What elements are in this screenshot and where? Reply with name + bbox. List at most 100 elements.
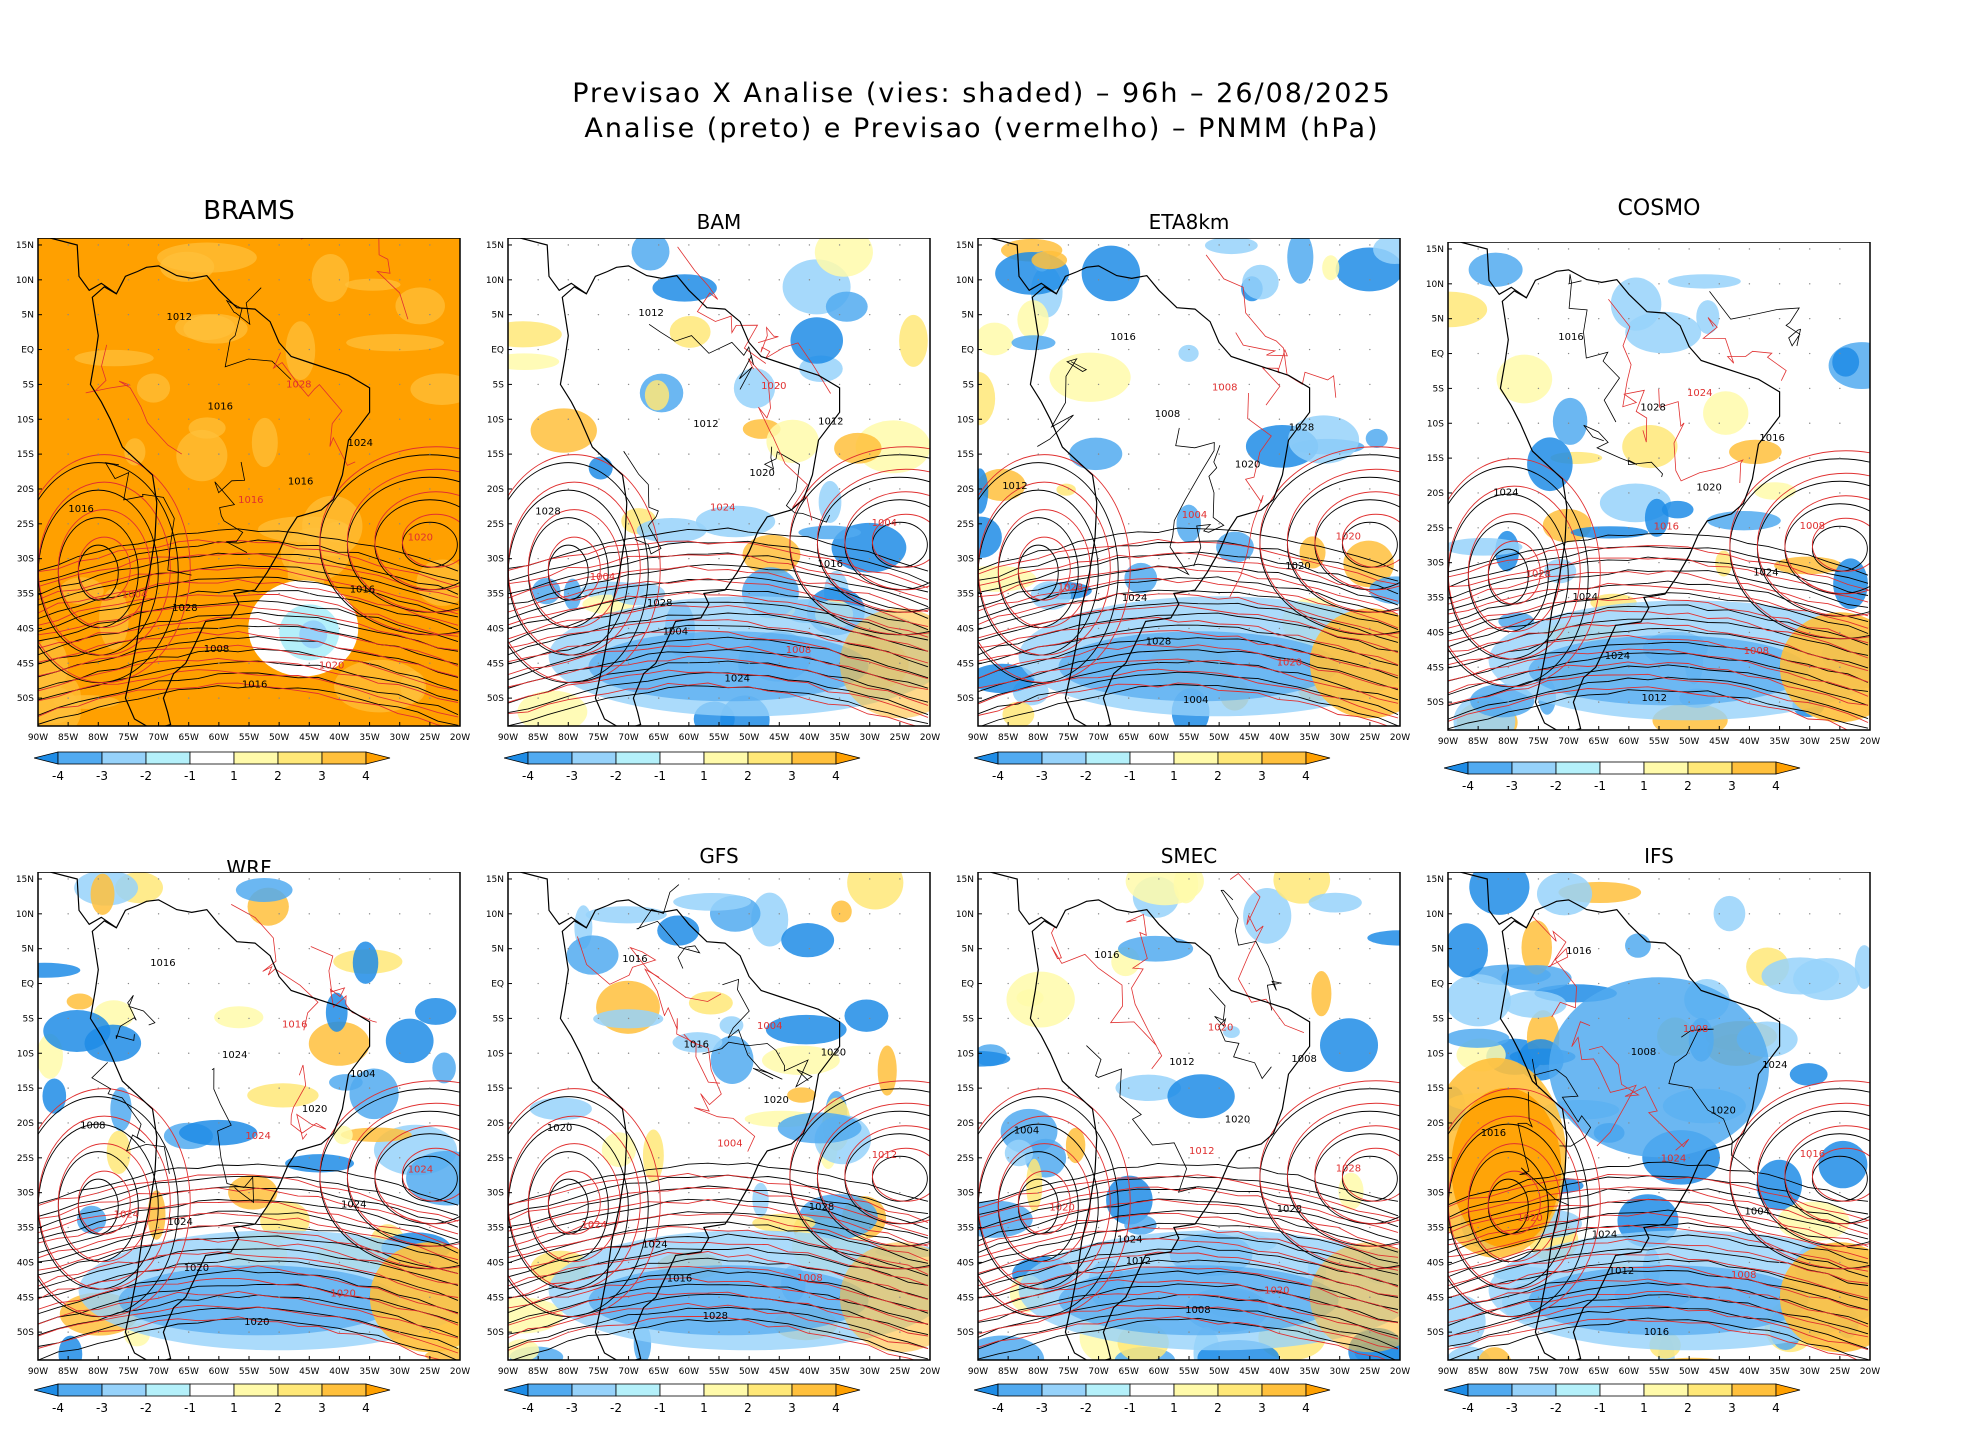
lon-tick-label: 20W: [1390, 1367, 1410, 1377]
panel-title: BRAMS: [203, 196, 295, 226]
colorbar-tick-label: 3: [318, 769, 326, 783]
colorbar-tick-label: -3: [1036, 769, 1048, 783]
lat-tick-label: 5S: [1433, 384, 1445, 394]
colorbar-tick-label: -3: [566, 1401, 578, 1415]
colorbar: -4 -3 -2 -1 1 2 3 4: [34, 1383, 391, 1415]
map-panel-wrf: 1024 1024 1020 1024 1020 1020 1008 1024 1024 1016…: [16, 872, 470, 1377]
lon-tick-label: 75W: [1058, 733, 1078, 743]
lat-tick-label: 20S: [17, 1119, 34, 1129]
isobar-label: 1024: [1687, 388, 1712, 399]
lat-tick-label: 40S: [1427, 628, 1444, 638]
lon-tick-label: 25W: [420, 733, 440, 743]
lon-tick-label: 80W: [1498, 737, 1518, 747]
isobar-label: 1020: [1235, 459, 1260, 470]
lat-tick-label: 5S: [1433, 1014, 1445, 1024]
lat-tick-label: 50S: [957, 1328, 974, 1338]
isobar-label: 1008: [204, 644, 229, 655]
isobar-label: 1008: [1744, 646, 1769, 657]
lon-tick-label: 30W: [390, 733, 410, 743]
lat-tick-label: EQ: [1431, 980, 1444, 990]
colorbar: -4 -3 -2 -1 1 2 3 4: [1444, 1383, 1801, 1415]
lon-tick-label: 70W: [148, 733, 168, 743]
lat-tick-label: 45S: [487, 1293, 504, 1303]
isobar-label: 1012: [1609, 1266, 1634, 1277]
lon-tick-label: 50W: [269, 733, 289, 743]
colorbar-tick-label: -1: [1124, 769, 1136, 783]
isobar-label: 1004: [872, 518, 897, 529]
title-line-2: Analise (preto) e Previsao (vermelho) – …: [584, 113, 1380, 144]
panel-title: BAM: [696, 210, 742, 234]
colorbar-tick-label: 2: [744, 1401, 752, 1415]
isobar-label: 1020: [1336, 532, 1361, 543]
colorbar-tick-label: 1: [230, 1401, 238, 1415]
lon-tick-label: 85W: [58, 1367, 78, 1377]
lat-tick-label: 10N: [486, 910, 504, 920]
isobar-label: 1004: [1183, 695, 1208, 706]
lon-tick-label: 20W: [1860, 1367, 1880, 1377]
lon-tick-label: 30W: [860, 1367, 880, 1377]
lon-tick-label: 45W: [769, 733, 789, 743]
isobar-label: 1020: [1277, 658, 1302, 669]
lat-tick-label: 30S: [17, 1189, 34, 1199]
colorbar: -4 -3 -2 -1 1 2 3 4: [974, 1383, 1331, 1415]
isobar-label: 1004: [1182, 510, 1207, 521]
colorbar-tick-label: 3: [1728, 779, 1736, 793]
lon-tick-label: 70W: [1558, 1367, 1578, 1377]
lat-tick-label: 15S: [487, 1084, 504, 1094]
colorbar-tick-label: 3: [1258, 769, 1266, 783]
lon-tick-label: 60W: [679, 1367, 699, 1377]
lat-tick-label: 5N: [492, 945, 504, 955]
lat-tick-label: 20S: [487, 1119, 504, 1129]
isobar-label: 1024: [1122, 593, 1147, 604]
colorbar-tick-label: -4: [992, 769, 1004, 783]
isobar-label: 1020: [1264, 1286, 1289, 1297]
lon-tick-label: 90W: [968, 1367, 988, 1377]
map-panel-eta8km: 1024 1004 1020 1020 1020 1004 1012 1028 1008 1016…: [956, 238, 1410, 743]
isobar-label: 1020: [1225, 1114, 1250, 1125]
colorbar: -4 -3 -2 -1 1 2 3 4: [504, 751, 861, 783]
isobar-label: 1012: [167, 312, 192, 323]
lat-tick-label: 15N: [16, 241, 34, 251]
lat-tick-label: 15S: [957, 1084, 974, 1094]
isobar-label: 1016: [1644, 1327, 1669, 1338]
lat-tick-label: 15N: [1426, 245, 1444, 255]
lon-tick-label: 85W: [58, 733, 78, 743]
isobar-label: 1012: [1169, 1057, 1194, 1068]
lon-tick-label: 35W: [1299, 1367, 1319, 1377]
isobar-label: 1016: [238, 495, 263, 506]
lon-tick-label: 85W: [528, 733, 548, 743]
isobar-label: 1028: [1336, 1164, 1361, 1175]
isobar-label: 1024: [710, 503, 735, 514]
lon-tick-label: 55W: [239, 1367, 259, 1377]
lon-tick-label: 25W: [1360, 733, 1380, 743]
lat-tick-label: 50S: [1427, 698, 1444, 708]
lat-tick-label: 35S: [1427, 594, 1444, 604]
lon-tick-label: 55W: [1179, 1367, 1199, 1377]
lat-tick-label: 35S: [17, 1224, 34, 1234]
isobar-label: 1020: [1208, 1022, 1233, 1033]
colorbar-tick-label: -4: [1462, 779, 1474, 793]
isobar-label: 1024: [725, 673, 750, 684]
isobar-label: 1028: [1058, 582, 1083, 593]
lon-tick-label: 40W: [1269, 733, 1289, 743]
lon-tick-label: 50W: [269, 1367, 289, 1377]
lon-tick-label: 90W: [1438, 737, 1458, 747]
isobar-label: 1024: [114, 1210, 139, 1221]
isobar-label: 1012: [1002, 481, 1027, 492]
lon-tick-label: 30W: [1800, 737, 1820, 747]
isobar-label: 1028: [1526, 569, 1551, 580]
lat-tick-label: 15S: [1427, 454, 1444, 464]
lon-tick-label: 80W: [88, 1367, 108, 1377]
lon-tick-label: 60W: [1619, 737, 1639, 747]
lat-tick-label: 15S: [1427, 1084, 1444, 1094]
isobar-label: 1020: [1710, 1106, 1735, 1117]
lat-tick-label: 5S: [493, 1014, 505, 1024]
lon-tick-label: 20W: [1860, 737, 1880, 747]
colorbar-tick-label: 2: [1684, 779, 1692, 793]
colorbar-tick-label: -4: [52, 1401, 64, 1415]
isobar-label: 1024: [222, 1050, 247, 1061]
lon-tick-label: 75W: [588, 733, 608, 743]
lon-tick-label: 35W: [1299, 733, 1319, 743]
lon-tick-label: 40W: [1269, 1367, 1289, 1377]
colorbar-tick-label: 2: [274, 769, 282, 783]
